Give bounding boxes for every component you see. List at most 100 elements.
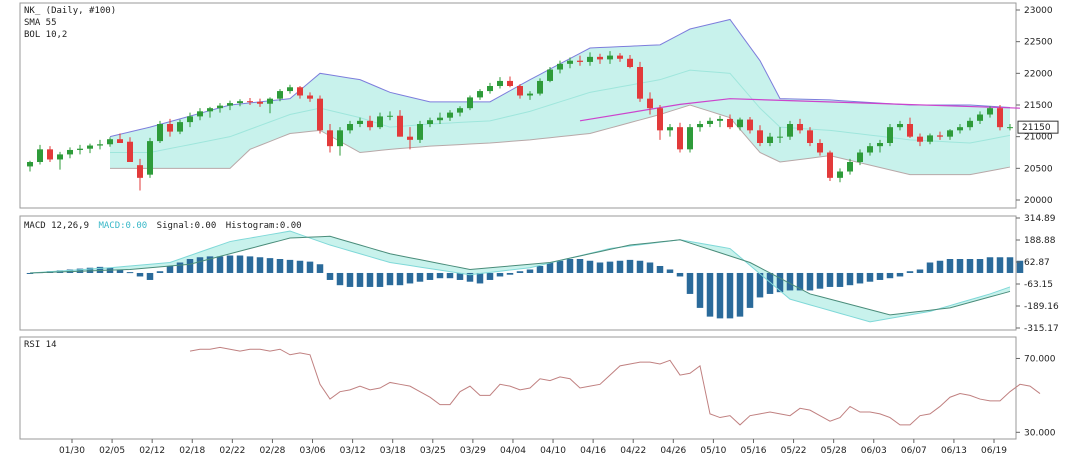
candle <box>177 119 183 135</box>
macd-histogram-bar <box>796 272 804 291</box>
macd-histogram-bar <box>256 257 264 273</box>
rsi-y-tick-label: 70.000 <box>1024 354 1056 364</box>
macd-histogram-bar <box>496 272 504 277</box>
macd-legend-histogram: Histogram:0.00 <box>226 221 302 231</box>
price-legend-title: NK_ (Daily, #100) <box>24 6 116 16</box>
candle-body <box>687 127 693 150</box>
candle-body <box>707 120 713 124</box>
candle-body <box>907 124 913 137</box>
candle-body <box>317 98 323 131</box>
candle-body <box>617 55 623 59</box>
candle-body <box>657 108 663 131</box>
macd-histogram-bar <box>1006 257 1014 273</box>
candle <box>827 150 833 181</box>
candle-body <box>217 105 223 109</box>
macd-histogram-bar <box>416 272 424 282</box>
macd-histogram-bar <box>326 272 334 280</box>
candle <box>777 127 783 143</box>
candle <box>197 108 203 121</box>
x-tick-label: 03/18 <box>380 446 406 456</box>
candle-body <box>527 93 533 96</box>
signal-line <box>29 235 1011 316</box>
price-y-tick-label: 20000 <box>1024 196 1053 206</box>
macd-histogram-bar <box>756 272 764 298</box>
macd-histogram-bar <box>786 272 794 291</box>
candle <box>637 61 643 102</box>
bollinger-mid-line <box>110 69 1011 153</box>
candle-body <box>577 60 583 62</box>
candle <box>797 118 803 134</box>
candle-body <box>297 87 303 96</box>
candle-body <box>847 162 853 172</box>
macd-histogram-bar <box>486 272 494 280</box>
candle-body <box>867 146 873 153</box>
macd-histogram-bar <box>986 257 994 273</box>
candle-body <box>737 119 743 128</box>
macd-histogram-bar <box>926 262 934 273</box>
candle <box>327 124 333 153</box>
candle-body <box>447 112 453 118</box>
macd-histogram-bar <box>706 272 714 317</box>
candle-body <box>967 120 973 128</box>
macd-histogram-bar <box>316 264 324 273</box>
candle-body <box>77 148 83 150</box>
candle <box>247 98 253 105</box>
macd-histogram-bar <box>856 272 864 284</box>
candle-body <box>647 98 653 109</box>
macd-legend-title: MACD 12,26,9 <box>24 221 89 231</box>
candle <box>747 117 753 134</box>
x-tick-label: 04/04 <box>500 446 526 456</box>
macd-histogram-bar <box>356 272 364 287</box>
macd-y-tick-label: -315.17 <box>1024 324 1059 334</box>
candle <box>77 144 83 155</box>
candle <box>517 84 523 99</box>
macd-histogram-bar <box>876 272 884 280</box>
candle-body <box>777 136 783 138</box>
macd-histogram-bar <box>666 269 674 273</box>
macd-histogram-bar <box>506 272 514 275</box>
candle <box>697 120 703 132</box>
x-tick-label: 01/30 <box>59 446 85 456</box>
candle-body <box>97 144 103 146</box>
candle <box>577 55 583 66</box>
candle-body <box>597 56 603 60</box>
candle-body <box>957 127 963 131</box>
candle <box>347 120 353 134</box>
candle <box>1007 124 1013 131</box>
candle <box>467 95 473 111</box>
candle-body <box>487 86 493 92</box>
macd-histogram-bar <box>366 272 374 287</box>
candle-body <box>347 124 353 131</box>
candle-body <box>157 124 163 142</box>
price-y-tick-label: 21000 <box>1024 133 1053 143</box>
macd-histogram-bar <box>636 260 644 273</box>
candle <box>897 120 903 131</box>
candle <box>547 67 553 83</box>
candle <box>887 124 893 147</box>
candle-body <box>107 139 113 145</box>
macd-histogram-bar <box>236 255 244 273</box>
macd-histogram-bar <box>886 272 894 279</box>
macd-histogram-bar <box>996 257 1004 273</box>
candle-body <box>147 141 153 175</box>
candle-body <box>367 120 373 128</box>
candle <box>387 111 393 121</box>
candle-body <box>1007 127 1013 129</box>
candle <box>957 124 963 134</box>
candle <box>527 91 533 100</box>
macd-histogram-bar <box>656 265 664 273</box>
candle-body <box>37 149 43 162</box>
macd-y-tick-label: -63.15 <box>1024 280 1053 290</box>
candle <box>27 160 33 172</box>
candle <box>857 149 863 166</box>
candle <box>407 127 413 150</box>
candle-body <box>767 136 773 143</box>
candle-body <box>307 95 313 99</box>
candle-body <box>887 127 893 143</box>
price-y-tick-label: 23000 <box>1024 6 1053 16</box>
x-tick-label: 06/13 <box>941 446 967 456</box>
macd-histogram-bar <box>696 272 704 308</box>
macd-histogram-bar <box>446 272 454 279</box>
candle <box>427 117 433 128</box>
macd-legend: MACD 12,26,9 MACD:0.00 Signal:0.00 Histo… <box>24 221 302 231</box>
